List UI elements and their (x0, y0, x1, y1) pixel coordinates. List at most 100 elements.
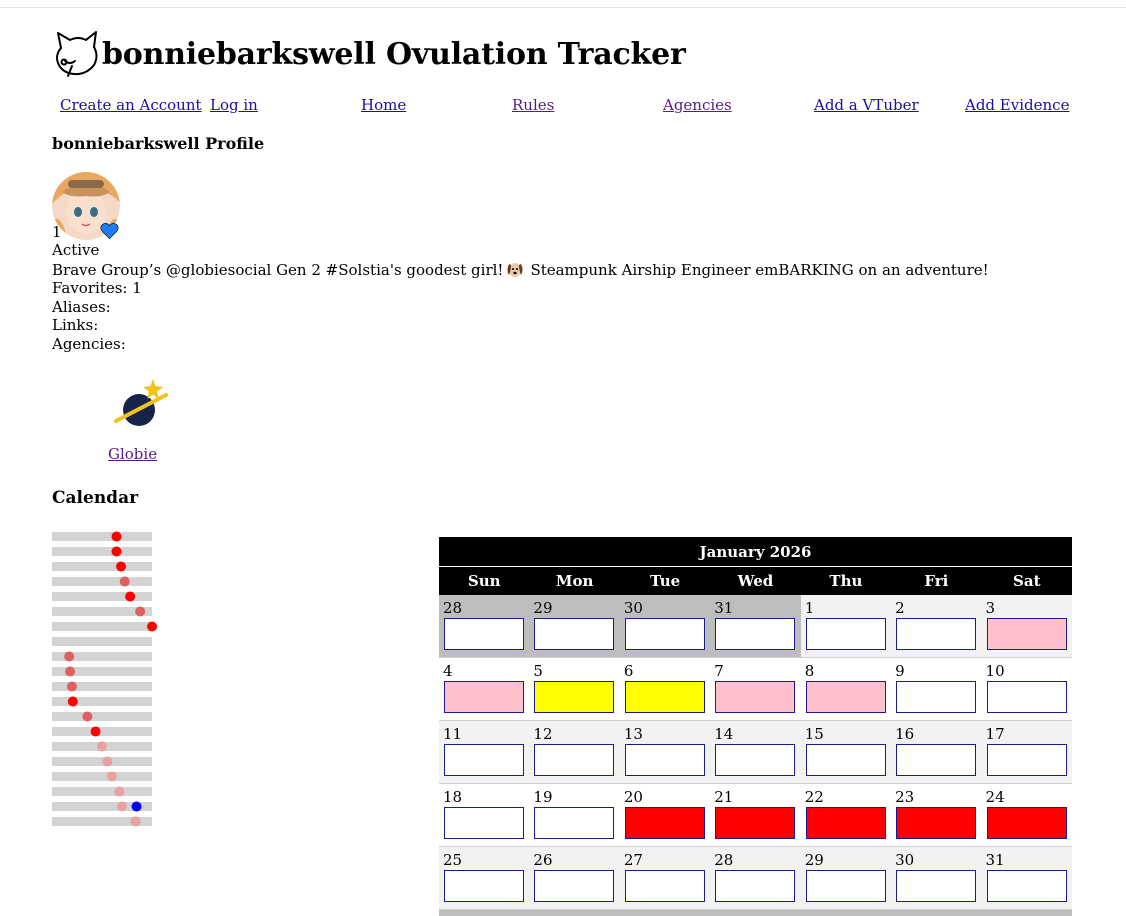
calendar-day-cell: 10 (982, 658, 1072, 721)
nav-home-link[interactable]: Home (361, 96, 406, 114)
calendar-day-number: 21 (710, 784, 800, 807)
calendar-day-number: 31 (982, 847, 1072, 870)
calendar-day-entry[interactable] (534, 807, 614, 839)
calendar-day-cell: 29 (529, 595, 619, 658)
nav-agencies-link[interactable]: Agencies (663, 96, 732, 114)
calendar-day-entry[interactable] (444, 744, 524, 776)
calendar-day-entry[interactable] (806, 681, 886, 713)
calendar-day-cell: 7 (710, 658, 800, 721)
calendar-day-entry[interactable] (896, 681, 976, 713)
calendar-day-cell: 30 (891, 847, 981, 910)
calendar-day-number: 28 (710, 847, 800, 870)
nav-add-evidence-link[interactable]: Add Evidence (965, 96, 1069, 114)
calendar-day-number: 28 (439, 595, 529, 618)
calendar-day-number: 29 (529, 595, 619, 618)
calendar-day-entry[interactable] (806, 744, 886, 776)
calendar-day-entry[interactable] (806, 870, 886, 902)
calendar-day-entry[interactable] (444, 870, 524, 902)
site-title: bonniebarkswell Ovulation Tracker (102, 37, 686, 72)
calendar-day-number: 31 (710, 595, 800, 618)
calendar-day-entry[interactable] (715, 807, 795, 839)
nav-log-in-link[interactable]: Log in (210, 96, 258, 114)
calendar-day-number: 11 (439, 721, 529, 744)
calendar-day-entry[interactable] (987, 807, 1067, 839)
cat-head-outline-icon (52, 28, 100, 80)
bio-text-part-2: Steampunk Airship Engineer emBARKING on … (530, 261, 988, 279)
calendar-day-entry[interactable] (715, 870, 795, 902)
calendar-day-entry[interactable] (806, 618, 886, 650)
profile-info: Active Brave Group’s @globiesocial Gen 2… (52, 241, 989, 353)
calendar-day-number: 12 (529, 721, 619, 744)
nav-add-vtuber-link[interactable]: Add a VTuber (814, 96, 919, 114)
calendar-day-number: 20 (620, 784, 710, 807)
calendar-day-number: 13 (620, 721, 710, 744)
calendar-day-entry[interactable] (444, 681, 524, 713)
calendar-day-number: 22 (801, 784, 891, 807)
calendar-day-number: 3 (982, 595, 1072, 618)
calendar-day-entry[interactable] (987, 744, 1067, 776)
agency-globie-link[interactable]: Globie (108, 445, 157, 463)
calendar-day-number: 27 (620, 847, 710, 870)
calendar-day-entry[interactable] (715, 618, 795, 650)
calendar-day-entry[interactable] (806, 807, 886, 839)
calendar-day-cell: 31 (710, 595, 800, 658)
calendar-day-entry[interactable] (987, 618, 1067, 650)
calendar-day-entry[interactable] (715, 744, 795, 776)
calendar-day-entry[interactable] (534, 681, 614, 713)
cycle-track-bar (52, 637, 152, 646)
profile-heading: bonniebarkswell Profile (52, 134, 264, 153)
calendar-day-entry[interactable] (896, 618, 976, 650)
calendar-day-cell: 16 (891, 721, 981, 784)
cycle-track-bar (52, 592, 152, 601)
cycle-day-marker (112, 532, 122, 542)
cycle-day-marker (82, 712, 92, 722)
calendar-day-number: 6 (620, 658, 710, 681)
top-divider (0, 7, 1126, 8)
cycle-day-marker (135, 607, 145, 617)
calendar-day-entry[interactable] (625, 681, 705, 713)
calendar-day-entry[interactable] (444, 807, 524, 839)
cycle-day-marker (68, 697, 78, 707)
blue-heart-icon (100, 222, 119, 240)
cycle-track-bar (52, 532, 152, 541)
weekday-wed: Wed (710, 567, 800, 596)
calendar-day-number: 17 (982, 721, 1072, 744)
calendar-day-entry[interactable] (625, 618, 705, 650)
calendar-day-entry[interactable] (444, 618, 524, 650)
calendar-day-entry[interactable] (534, 744, 614, 776)
calendar-day-entry[interactable] (625, 870, 705, 902)
calendar-day-entry[interactable] (896, 744, 976, 776)
nav-create-account-link[interactable]: Create an Account (60, 96, 202, 114)
cycle-track-bar (52, 712, 152, 721)
calendar-day-entry[interactable] (987, 870, 1067, 902)
calendar-day-entry[interactable] (625, 744, 705, 776)
calendar-day-number: 2 (891, 595, 981, 618)
cycle-track-bar (52, 622, 152, 631)
calendar-day-entry[interactable] (534, 618, 614, 650)
cycle-day-marker (64, 652, 74, 662)
calendar-day-cell: 4 (439, 658, 529, 721)
calendar-day-cell: 26 (529, 847, 619, 910)
calendar-day-entry[interactable] (896, 807, 976, 839)
cycle-day-marker (107, 772, 117, 782)
cycle-day-marker (116, 562, 126, 572)
calendar-day-entry[interactable] (715, 681, 795, 713)
aliases-label: Aliases: (52, 298, 989, 317)
calendar-day-number: 10 (982, 658, 1072, 681)
weekday-sat: Sat (982, 567, 1072, 596)
cycle-day-marker (125, 592, 135, 602)
calendar-day-cell: 31 (982, 847, 1072, 910)
calendar-day-entry[interactable] (896, 870, 976, 902)
calendar-day-entry[interactable] (534, 870, 614, 902)
calendar-day-entry[interactable] (987, 681, 1067, 713)
calendar-day-number: 24 (982, 784, 1072, 807)
planet-star-icon[interactable] (113, 377, 169, 431)
favorites-line: Favorites: 1 (52, 279, 989, 298)
calendar-day-entry[interactable] (625, 807, 705, 839)
nav-rules-link[interactable]: Rules (512, 96, 554, 114)
calendar-day-cell: 24 (982, 784, 1072, 847)
calendar-heading: Calendar (52, 488, 138, 508)
